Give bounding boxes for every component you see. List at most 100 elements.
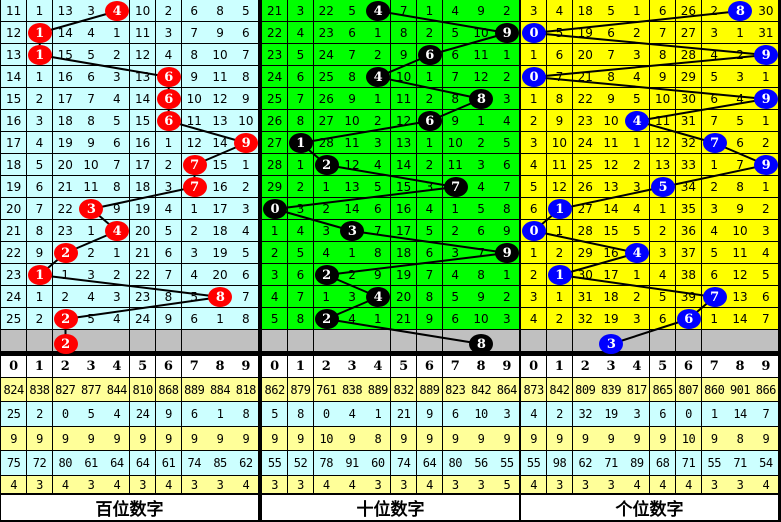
miss-cell: 24: [130, 308, 157, 330]
miss-cell: 23: [313, 22, 340, 44]
stat-cell: 19: [598, 402, 625, 427]
miss-cell: 2: [546, 308, 574, 330]
miss-cell: 1: [181, 198, 208, 220]
stat-cell: 4: [1, 476, 28, 494]
miss-cell: 12: [339, 154, 366, 176]
miss-cell: 1: [546, 220, 574, 242]
miss-cell: 13: [598, 176, 625, 198]
miss-cell: 1: [262, 220, 289, 242]
pending-cell: [494, 330, 521, 352]
miss-cell: 5: [365, 176, 392, 198]
miss-cell: 1: [52, 264, 79, 286]
stat-cell: 64: [416, 451, 444, 476]
miss-cell: 4: [753, 242, 780, 264]
miss-cell: 5: [701, 66, 728, 88]
miss-cell: 1: [624, 0, 651, 22]
miss-cell: 1: [104, 22, 131, 44]
miss-cell: 17: [598, 264, 625, 286]
miss-cell: 25: [313, 66, 340, 88]
miss-cell: 3: [104, 66, 131, 88]
miss-cell: 9: [598, 88, 625, 110]
miss-cell: 2: [624, 154, 651, 176]
miss-cell: 1: [494, 264, 521, 286]
stat-cell: 4: [675, 476, 703, 494]
pending-cell: [391, 330, 418, 352]
miss-cell: 6: [287, 66, 315, 88]
miss-cell: 11: [650, 110, 677, 132]
miss-cell: 5: [262, 308, 289, 330]
drawn-digit-ball: 6: [676, 309, 701, 329]
miss-cell: 33: [675, 154, 703, 176]
miss-cell: 22: [1, 242, 28, 264]
pending-cell: [546, 330, 574, 352]
stat-cell: 4: [155, 476, 183, 494]
drawn-digit-ball: 2: [314, 265, 339, 285]
miss-cell: 10: [468, 308, 495, 330]
miss-cell: 3: [78, 264, 105, 286]
miss-cell: 1: [365, 308, 392, 330]
stat-cell: 9: [262, 427, 289, 451]
miss-cell: 10: [181, 88, 208, 110]
miss-cell: 9: [78, 132, 105, 154]
stat-cell: 4: [52, 476, 79, 494]
miss-cell: 5: [104, 110, 131, 132]
miss-cell: 1: [701, 308, 728, 330]
stat-cell: 61: [155, 451, 183, 476]
stat-cell: 9: [624, 427, 651, 451]
miss-cell: 6: [494, 154, 521, 176]
miss-cell: 4: [78, 22, 105, 44]
digit-header: 0: [521, 356, 548, 378]
miss-cell: 7: [181, 22, 208, 44]
miss-cell: 10: [546, 132, 574, 154]
miss-cell: 16: [207, 176, 234, 198]
stat-cell: 844: [104, 378, 131, 402]
digit-header: 5: [391, 356, 418, 378]
miss-cell: 23: [52, 220, 79, 242]
stat-cell: 3: [130, 476, 157, 494]
pending-cell: [572, 330, 599, 352]
miss-cell: 4: [494, 110, 521, 132]
stat-cell: 9: [52, 427, 79, 451]
miss-cell: 7: [546, 66, 574, 88]
miss-cell: 4: [727, 88, 754, 110]
miss-cell: 1: [546, 286, 574, 308]
miss-cell: 28: [262, 154, 289, 176]
miss-cell: 7: [391, 0, 418, 22]
miss-cell: 20: [207, 264, 234, 286]
stat-cell: 9: [494, 427, 521, 451]
miss-cell: 4: [104, 308, 131, 330]
miss-cell: 4: [287, 22, 315, 44]
pending-cell: [442, 330, 469, 352]
stat-cell: 827: [52, 378, 79, 402]
stat-cell: 9: [78, 427, 105, 451]
stat-cell: 3: [207, 476, 234, 494]
stat-cell: 2: [26, 402, 54, 427]
stat-cell: 55: [494, 451, 521, 476]
miss-cell: 6: [181, 0, 208, 22]
miss-cell: 19: [52, 132, 79, 154]
miss-cell: 25: [262, 88, 289, 110]
stat-cell: 873: [521, 378, 548, 402]
miss-cell: 27: [675, 22, 703, 44]
miss-cell: 8: [546, 88, 574, 110]
miss-cell: 19: [572, 22, 599, 44]
stat-cell: 1: [365, 402, 392, 427]
miss-cell: 11: [727, 242, 754, 264]
stat-cell: 98: [546, 451, 574, 476]
miss-cell: 1: [78, 220, 105, 242]
miss-cell: 6: [181, 308, 208, 330]
drawn-digit-ball: 6: [156, 89, 181, 109]
miss-cell: 1: [416, 66, 444, 88]
miss-cell: 13: [391, 132, 418, 154]
miss-cell: 35: [675, 198, 703, 220]
stat-cell: 14: [727, 402, 754, 427]
miss-cell: 9: [181, 66, 208, 88]
stat-cell: 9: [521, 427, 548, 451]
miss-cell: 3: [624, 308, 651, 330]
miss-cell: 25: [572, 154, 599, 176]
miss-cell: 5: [78, 308, 105, 330]
miss-cell: 8: [416, 286, 444, 308]
miss-cell: 7: [365, 220, 392, 242]
stat-cell: 823: [442, 378, 469, 402]
miss-cell: 18: [391, 242, 418, 264]
